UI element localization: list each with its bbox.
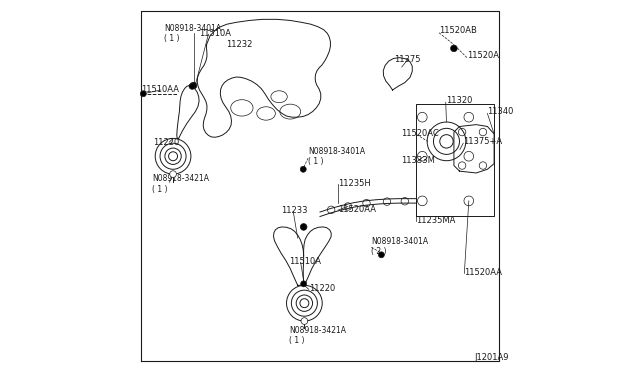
- Text: N08918-3401A
( 2 ): N08918-3401A ( 2 ): [371, 237, 428, 256]
- Circle shape: [140, 91, 147, 97]
- Circle shape: [300, 166, 306, 172]
- Text: 11510A: 11510A: [199, 29, 231, 38]
- Text: 11520AA: 11520AA: [465, 268, 502, 277]
- Circle shape: [300, 224, 307, 230]
- Text: 11232: 11232: [227, 40, 253, 49]
- Circle shape: [378, 252, 385, 258]
- Text: 11510AA: 11510AA: [141, 85, 179, 94]
- Text: N08918-3401A
( 1 ): N08918-3401A ( 1 ): [164, 24, 221, 43]
- Text: N08918-3421A
( 1 ): N08918-3421A ( 1 ): [289, 326, 346, 345]
- Text: N08918-3401A
( 1 ): N08918-3401A ( 1 ): [308, 147, 365, 166]
- Text: 11340: 11340: [488, 107, 514, 116]
- Text: 11520AA: 11520AA: [338, 205, 376, 214]
- Text: N08918-3421A
( 1 ): N08918-3421A ( 1 ): [152, 174, 209, 194]
- Circle shape: [451, 45, 457, 52]
- Text: J1201A9: J1201A9: [474, 353, 509, 362]
- Circle shape: [189, 83, 195, 89]
- Text: 11220: 11220: [154, 138, 180, 147]
- Circle shape: [301, 318, 308, 324]
- Text: 11220: 11220: [309, 284, 335, 293]
- Text: 11520A: 11520A: [467, 51, 499, 60]
- Text: 11320: 11320: [445, 96, 472, 105]
- Text: 11510A: 11510A: [289, 257, 321, 266]
- Text: 11520AC: 11520AC: [401, 129, 439, 138]
- Text: 11235H: 11235H: [338, 179, 371, 187]
- Text: 11520AB: 11520AB: [439, 26, 477, 35]
- Text: 11375+A: 11375+A: [463, 137, 502, 146]
- Circle shape: [170, 171, 177, 177]
- Text: 11333M: 11333M: [401, 156, 435, 165]
- Text: 11235MA: 11235MA: [416, 216, 455, 225]
- Text: 11375: 11375: [394, 55, 420, 64]
- Text: 11233: 11233: [281, 206, 307, 215]
- Circle shape: [301, 281, 307, 287]
- Circle shape: [190, 82, 197, 89]
